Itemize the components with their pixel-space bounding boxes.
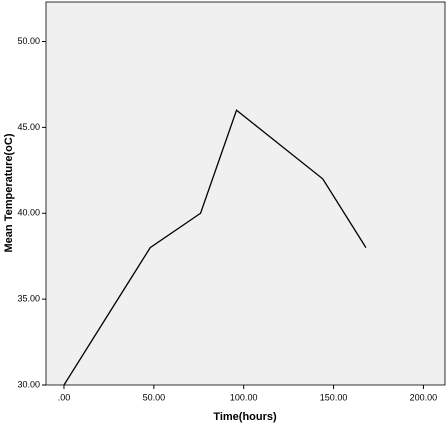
y-tick-label: 35.00 xyxy=(17,294,40,304)
y-tick-label: 30.00 xyxy=(17,379,40,389)
x-axis-title: Time(hours) xyxy=(213,411,277,423)
data-line xyxy=(63,109,367,386)
y-axis-title: Mean Temperature(oC) xyxy=(3,133,15,252)
plot-area xyxy=(45,1,446,386)
x-tick-label: .00 xyxy=(58,392,71,402)
x-tick-label: 200.00 xyxy=(410,392,438,402)
y-tick-label: 40.00 xyxy=(17,208,40,218)
x-tick-label: 100.00 xyxy=(230,392,258,402)
x-tick-label: 150.00 xyxy=(320,392,348,402)
x-tick-label: 50.00 xyxy=(143,392,166,402)
y-tick-label: 45.00 xyxy=(17,122,40,132)
y-tick-label: 50.00 xyxy=(17,36,40,46)
